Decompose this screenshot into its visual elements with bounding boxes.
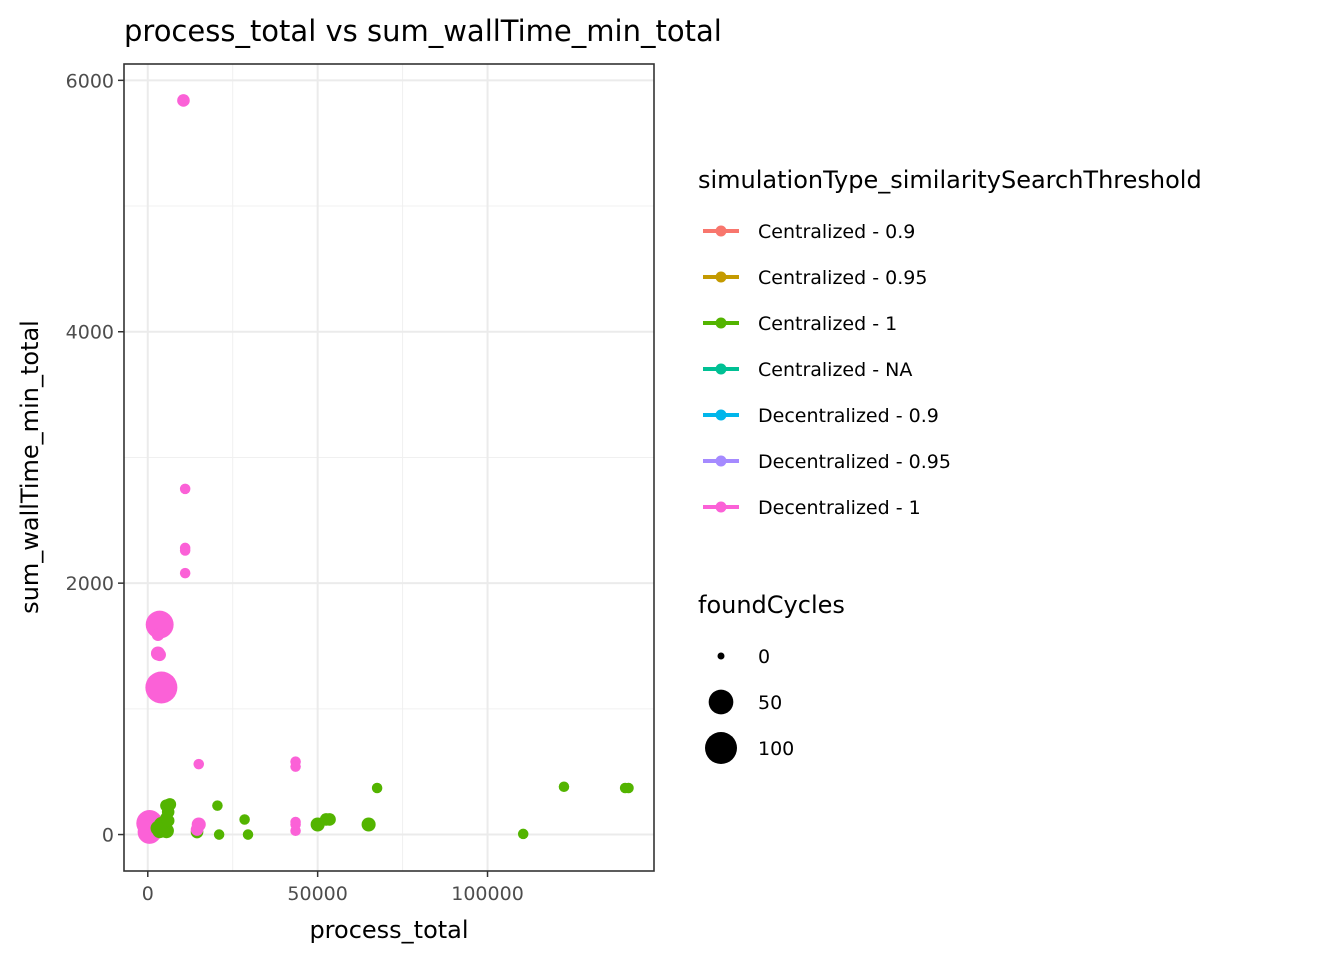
data-point xyxy=(179,545,191,556)
x-tick-label: 50000 xyxy=(287,883,347,905)
plot-panel xyxy=(123,63,655,872)
data-points xyxy=(136,94,634,844)
size-legend-title: foundCycles xyxy=(698,591,845,619)
legend-key-point xyxy=(715,271,727,283)
y-axis-label: sum_wallTime_min_total xyxy=(16,320,44,614)
data-point xyxy=(212,800,223,811)
data-point xyxy=(145,671,178,704)
size-legend-key xyxy=(717,652,725,660)
data-point xyxy=(153,648,166,662)
data-point xyxy=(361,817,376,832)
y-axis: 0 2000 4000 6000 xyxy=(66,70,124,847)
x-tick-label: 100000 xyxy=(451,883,524,905)
data-point xyxy=(517,828,529,840)
y-tick-label: 0 xyxy=(102,825,114,847)
data-point xyxy=(179,567,191,579)
size-legend: foundCycles 0 50 100 xyxy=(698,591,845,764)
data-point xyxy=(161,814,175,828)
legend-key-point xyxy=(715,225,727,237)
chart-title: process_total vs sum_wallTime_min_total xyxy=(124,14,722,48)
x-axis: 0 50000 100000 xyxy=(142,871,524,905)
x-tick-label: 0 xyxy=(142,883,154,905)
legend-label: Decentralized - 0.9 xyxy=(758,405,939,427)
data-point xyxy=(242,829,254,840)
data-point xyxy=(558,781,570,793)
y-tick-label: 6000 xyxy=(66,70,114,92)
legend-key-point xyxy=(715,409,727,421)
data-point xyxy=(239,814,250,825)
size-legend-key xyxy=(708,689,734,715)
data-point xyxy=(323,813,336,826)
data-point xyxy=(177,94,190,107)
legend-label: Centralized - 0.9 xyxy=(758,221,915,243)
legend-label: Centralized - NA xyxy=(758,359,912,381)
y-tick-label: 4000 xyxy=(66,322,114,344)
legend-label: Decentralized - 0.95 xyxy=(758,451,951,473)
plot-background xyxy=(124,64,654,871)
x-axis-label: process_total xyxy=(309,916,468,944)
legend-key-point xyxy=(715,317,727,329)
data-point xyxy=(623,782,634,794)
data-point xyxy=(151,628,165,641)
data-point xyxy=(179,483,191,495)
data-point xyxy=(213,829,225,840)
plot-border xyxy=(123,63,655,872)
size-legend-label: 50 xyxy=(758,692,782,714)
legend-label: Centralized - 0.95 xyxy=(758,267,927,289)
size-legend-key xyxy=(705,732,737,764)
data-point xyxy=(371,782,383,794)
size-legend-label: 0 xyxy=(758,646,770,668)
data-point xyxy=(290,825,301,837)
grid-lines xyxy=(124,64,654,871)
data-point xyxy=(290,761,301,772)
legend-key-point xyxy=(715,501,727,513)
data-point xyxy=(190,823,204,836)
color-legend: simulationType_similaritySearchThreshold… xyxy=(698,166,1202,519)
legend-label: Decentralized - 1 xyxy=(758,497,921,519)
legend-label: Centralized - 1 xyxy=(758,313,897,335)
size-legend-label: 100 xyxy=(758,738,794,760)
legend-key-point xyxy=(715,455,727,467)
data-point xyxy=(163,798,177,811)
color-legend-title: simulationType_similaritySearchThreshold xyxy=(698,166,1202,194)
data-point xyxy=(193,758,205,770)
legend-key-point xyxy=(715,363,727,375)
y-tick-label: 2000 xyxy=(66,573,114,595)
